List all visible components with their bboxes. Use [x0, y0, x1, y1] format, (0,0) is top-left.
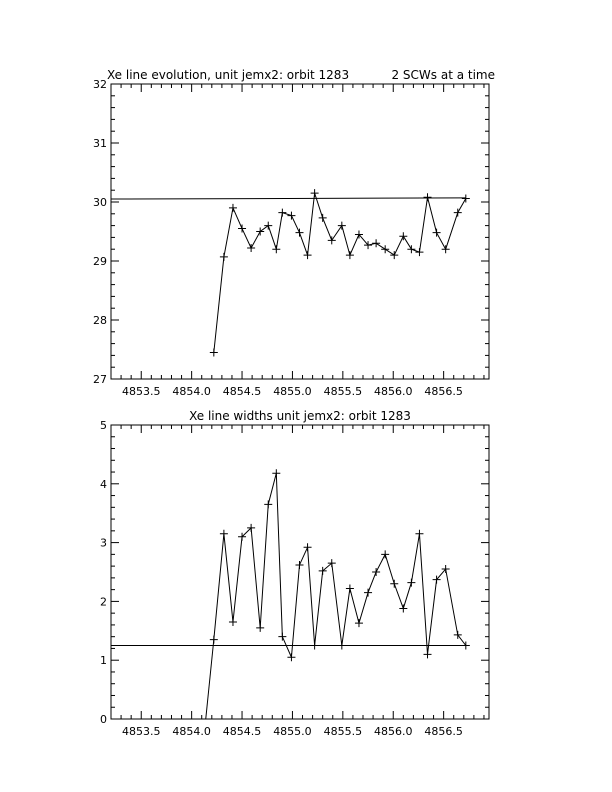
data-point [310, 641, 319, 650]
data-point [407, 578, 416, 587]
y-tick-label: 3 [100, 537, 107, 550]
y-tick-label: 2 [100, 595, 107, 608]
data-point [372, 239, 381, 248]
chart-panel-widths: 4853.5 4854.0 4854.5 4855.0 4855.5 4856.0 4856… [100, 409, 490, 738]
data-point [318, 566, 327, 575]
data-point [337, 221, 346, 230]
y-tick-label: 0 [100, 713, 107, 726]
data-point [345, 584, 354, 593]
chart-title: Xe line evolution, unit jemx2: orbit 128… [107, 68, 349, 82]
chart-subtitle: 2 SCWs at a time [391, 68, 495, 82]
data-point [219, 252, 228, 261]
data-point [303, 251, 312, 260]
data-point [381, 550, 390, 559]
x-tick-label: 4854.5 [223, 725, 262, 738]
data-point [441, 565, 450, 574]
data-point [287, 211, 296, 220]
data-point [278, 208, 287, 217]
data-point [209, 348, 218, 357]
x-tick-label: 4855.5 [324, 385, 363, 398]
data-point [354, 230, 363, 239]
data-point [209, 635, 218, 644]
x-tick-label: 4855.0 [273, 725, 312, 738]
data-point [407, 245, 416, 254]
data-point [264, 500, 273, 509]
x-tick-label: 4853.5 [122, 725, 161, 738]
data-point [310, 189, 319, 198]
x-tick-label: 4856.0 [374, 385, 413, 398]
y-tick-label: 28 [93, 314, 107, 327]
y-tick-label: 4 [100, 478, 107, 491]
data-point [272, 469, 281, 478]
data-point [303, 543, 312, 552]
data-point [247, 244, 256, 253]
data-point [278, 632, 287, 641]
data-point [453, 630, 462, 639]
data-point [238, 224, 247, 233]
data-point [390, 579, 399, 588]
plot-frame [110, 83, 490, 380]
x-tick-label: 4855.5 [324, 725, 363, 738]
x-tick-label: 4855.0 [273, 385, 312, 398]
data-point [461, 194, 470, 203]
data-point [364, 241, 373, 250]
chart-panel-evolution: 4853.5 4854.0 4854.5 4855.0 4855.5 4856.0 4856… [93, 68, 495, 398]
y-tick-label: 27 [93, 373, 107, 386]
data-point [453, 208, 462, 217]
data-point [423, 193, 432, 202]
x-tick-label: 4854.0 [172, 725, 211, 738]
data-point [415, 248, 424, 257]
plot-frame [110, 424, 490, 720]
data-point [256, 623, 265, 632]
data-point [256, 227, 265, 236]
data-point [432, 575, 441, 584]
data-point [327, 559, 336, 568]
chart-title: Xe line widths unit jemx2: orbit 1283 [189, 409, 411, 423]
reference-line [110, 197, 466, 200]
x-tick-label: 4856.5 [424, 385, 463, 398]
y-tick-label: 31 [93, 137, 107, 150]
y-tick-label: 32 [93, 78, 107, 91]
y-tick-label: 30 [93, 196, 107, 209]
data-point [423, 650, 432, 659]
data-point [364, 588, 373, 597]
data-point [399, 604, 408, 613]
y-tick-label: 29 [93, 255, 107, 268]
data-point [354, 619, 363, 628]
data-point [295, 560, 304, 569]
data-point [228, 617, 237, 626]
data-point [345, 251, 354, 260]
series-lead-in [205, 639, 215, 720]
data-point [318, 213, 327, 222]
x-tick-label: 4856.0 [374, 725, 413, 738]
data-point [295, 228, 304, 237]
data-point [238, 532, 247, 541]
y-tick-label: 1 [100, 654, 107, 667]
data-point [381, 245, 390, 254]
x-tick-label: 4854.0 [172, 385, 211, 398]
data-point [219, 529, 228, 538]
data-point [228, 203, 237, 212]
data-point [399, 232, 408, 241]
data-point [287, 653, 296, 662]
x-tick-label: 4856.5 [424, 725, 463, 738]
y-tick-label: 5 [100, 419, 107, 432]
data-point [264, 221, 273, 230]
series-line [213, 473, 467, 658]
x-tick-label: 4854.5 [223, 385, 262, 398]
data-point [390, 251, 399, 260]
data-point [415, 529, 424, 538]
data-point [337, 641, 346, 650]
x-tick-label: 4853.5 [122, 385, 161, 398]
data-point [432, 228, 441, 237]
series-line [213, 192, 467, 353]
data-point [272, 245, 281, 254]
data-point [461, 641, 470, 650]
data-point [372, 568, 381, 576]
data-point [327, 236, 336, 245]
data-point [441, 245, 450, 254]
data-point [247, 523, 256, 532]
